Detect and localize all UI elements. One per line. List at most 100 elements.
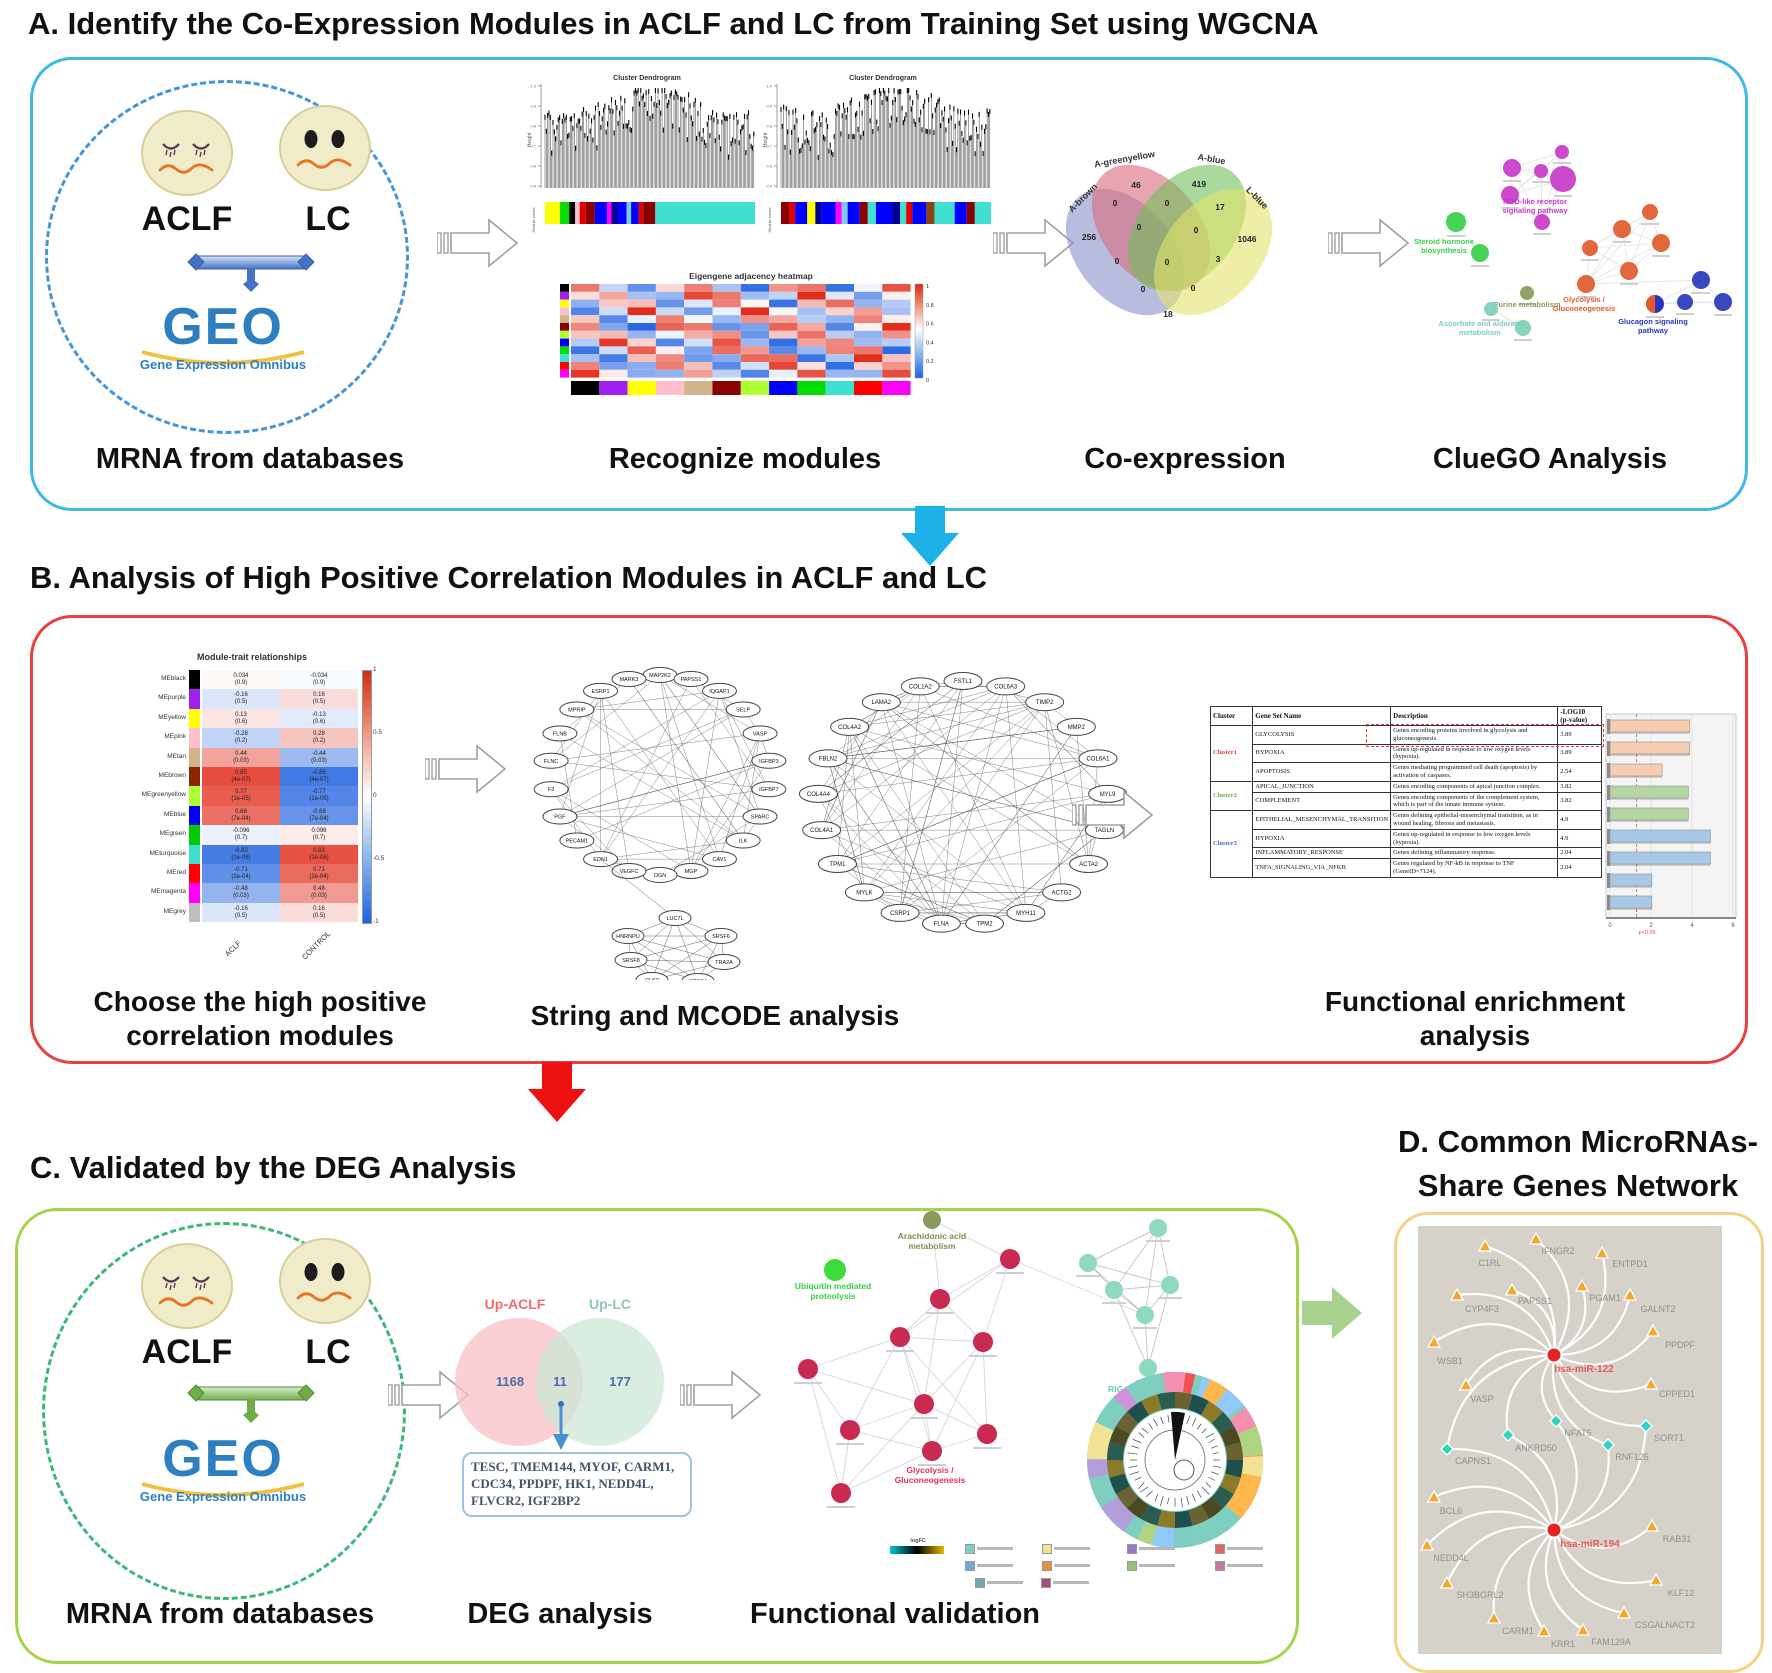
venn-a-count: 0 <box>1165 198 1170 208</box>
string-gene-node: MYLK <box>856 890 872 896</box>
venn-a-count: 0 <box>1191 283 1196 293</box>
mirna-gene-label: KLF12 <box>1668 1588 1695 1598</box>
mirna-gene-label: ANKRD50 <box>1515 1443 1557 1453</box>
svg-text:2: 2 <box>1649 923 1653 929</box>
venn-a-count: 17 <box>1215 202 1225 212</box>
string-gene-node: MGP <box>685 869 698 875</box>
svg-text:SRSF6: SRSF6 <box>712 934 730 940</box>
enrichment-row: TNFA_SIGNALING_VIA_NFKB Genes regulated b… <box>1211 858 1602 878</box>
kegg-pathway-label: proteolysis <box>810 1291 856 1301</box>
deg-venn-right-circle <box>536 1318 664 1446</box>
deg-venn-overlap-count: 11 <box>553 1374 567 1389</box>
svg-text:Gene Expression Omnibus: Gene Expression Omnibus <box>140 1489 306 1504</box>
string-gene-node: SPARC <box>751 815 770 821</box>
caption-coexpression: Co-expression <box>1084 443 1286 475</box>
geo-logo-c: GEO Gene Expression Omnibus <box>118 1428 328 1508</box>
mirna-gene-node <box>1644 1518 1660 1532</box>
kegg-network: Arachidonic acid metabolism Ubiquitin medi… <box>770 1140 1290 1640</box>
mirna-gene-label: CAPNS1 <box>1455 1456 1491 1466</box>
svg-text:CLK2: CLK2 <box>645 978 659 980</box>
venn-a-count: 0 <box>1165 257 1170 267</box>
mirna-gene-node <box>1486 1610 1502 1624</box>
panel-b-title: B. Analysis of High Positive Correlation… <box>30 560 988 595</box>
mirna-gene-label: CARM1 <box>1502 1626 1534 1636</box>
block-arrow-c2 <box>679 1368 764 1427</box>
venn-a-count: 0 <box>1113 198 1118 208</box>
kegg-pathway-label: Gluconeogenesis <box>895 1475 966 1485</box>
string-gene-node: PGF <box>554 815 566 821</box>
kegg-pathway-label: Glycolysis / <box>906 1465 954 1475</box>
string-gene-node: COL4A4 <box>807 792 831 798</box>
svg-text:0.2: 0.2 <box>926 359 934 365</box>
svg-text:Cluster Dendrogram: Cluster Dendrogram <box>849 75 917 82</box>
block-arrow-a2 <box>992 216 1077 275</box>
string-gene-node: ACTA2 <box>1079 862 1099 868</box>
mirna-gene-label: CSGALNACT2 <box>1635 1620 1695 1630</box>
mirna-gene-label: FAM129A <box>1591 1637 1631 1647</box>
mirna-gene-node <box>1419 1537 1435 1551</box>
block-arrow-c1 <box>387 1368 472 1427</box>
mirna-network: C1RL IFNGR2 ENTPD1 CYP4F3 PAPSS1 PGAM1 GALNT2 W… <box>1418 1226 1722 1654</box>
cluego-pathway-label: Purine metabolism <box>1493 300 1560 309</box>
svg-text:0.7: 0.7 <box>766 144 772 149</box>
venn-a-count: 0 <box>1137 222 1142 232</box>
mirna-gene-node <box>1504 1282 1520 1296</box>
enrichment-table: Cluster Gene Set Name Description -LOG10 (p… <box>1209 706 1604 958</box>
string-gene-node: MYH11 <box>1016 911 1036 917</box>
panel-d-title-1: D. Common MicroRNAs- <box>1398 1124 1758 1159</box>
lc-label-c: LC <box>305 1333 351 1371</box>
svg-text:0.6: 0.6 <box>766 164 772 169</box>
lc-face-icon-c <box>278 1236 373 1326</box>
string-gene-node: COL6A3 <box>994 684 1018 690</box>
mirna-gene-label: SORT1 <box>1654 1433 1684 1443</box>
dendrogram-2: Cluster Dendrogram 1.0 0.9 0.8 0.7 0.6 0.5 Heig… <box>763 70 995 260</box>
svg-text:4: 4 <box>1690 923 1694 929</box>
svg-text:Height: Height <box>763 132 769 147</box>
svg-text:6: 6 <box>1731 923 1735 929</box>
venn-a-count: 419 <box>1192 179 1206 189</box>
mirna-gene-node <box>1440 1442 1454 1456</box>
cluego-pathway-label: signaling pathway <box>1502 206 1568 215</box>
svg-text:1: 1 <box>926 284 929 290</box>
eigengene-heatmap: Eigengene adjacency heatmap 1 0.8 0.6 0.4 0.2… <box>556 270 946 406</box>
svg-text:HNRNPU: HNRNPU <box>616 934 640 940</box>
mirna-gene-label: WSB1 <box>1437 1356 1463 1366</box>
string-gene-node: MPRIP <box>568 708 586 714</box>
caption-mrna-a: MRNA from databases <box>95 443 405 475</box>
cluego-pathway-label: Gluconeogenesis <box>1553 304 1616 313</box>
caption-recognize-modules: Recognize modules <box>608 443 882 475</box>
venn-a-count: 0 <box>1115 256 1120 266</box>
cluego-network: NOD-like receptor signaling pathway Steroi… <box>1400 122 1745 384</box>
mirna-gene-label: SH3BGRL2 <box>1456 1590 1503 1600</box>
panel-d-title-2: Share Genes Network <box>1417 1168 1739 1203</box>
mcode-network-2: FSTL1 COL6A3 TIMP2 MMP2 COL6A1 MYL9 TAGLN ACTA2… <box>795 655 1135 950</box>
enrichment-row: APOPTOSIS Genes mediating programmed cell… <box>1211 762 1602 782</box>
string-gene-node: ESRP1 <box>592 689 610 695</box>
block-arrow-a3 <box>1327 216 1412 275</box>
string-gene-node: VASP <box>753 731 768 737</box>
enrichment-row: Cluster3 EPITHELIAL_MESENCHYMAL_TRANSITIO… <box>1209 810 1602 878</box>
enrichment-row: Cluster1 GLYCOLYSIS Genes encoding protein… <box>1209 725 1602 782</box>
svg-text:0.9: 0.9 <box>766 104 772 109</box>
cluego-pathway-label: Glucagon signaling <box>1618 317 1688 326</box>
mirna-gene-label: BCL6 <box>1440 1506 1463 1516</box>
string-gene-node: MMP2 <box>1068 725 1086 731</box>
cluego-pathway-label: pathway <box>1638 326 1669 335</box>
caption-enrichment-1: Functional enrichment <box>1324 986 1626 1017</box>
svg-text:TRA2A: TRA2A <box>715 960 733 966</box>
caption-deg-analysis: DEG analysis <box>467 1598 653 1630</box>
svg-text:0.6: 0.6 <box>926 322 934 328</box>
string-gene-node: LAMA2 <box>871 700 891 706</box>
svg-text:p<0.05: p<0.05 <box>1639 930 1656 936</box>
geo-logo-a: GEO Gene Expression Omnibus <box>118 296 328 376</box>
deg-venn-right-count: 177 <box>609 1374 631 1389</box>
mirna-gene-node <box>1501 1428 1515 1442</box>
deg-venn-right-label: Up-LC <box>589 1296 631 1312</box>
mirna-gene-label: PAPSS1 <box>1518 1296 1552 1306</box>
mirna-gene-node <box>1549 1414 1563 1428</box>
caption-functional-validation: Functional validation <box>749 1598 1040 1630</box>
svg-text:0.8: 0.8 <box>926 303 934 309</box>
deg-venn-down-arrow-icon <box>550 1400 572 1457</box>
svg-text:0.5: 0.5 <box>530 184 536 189</box>
mirna-gene-node <box>1477 1238 1493 1252</box>
